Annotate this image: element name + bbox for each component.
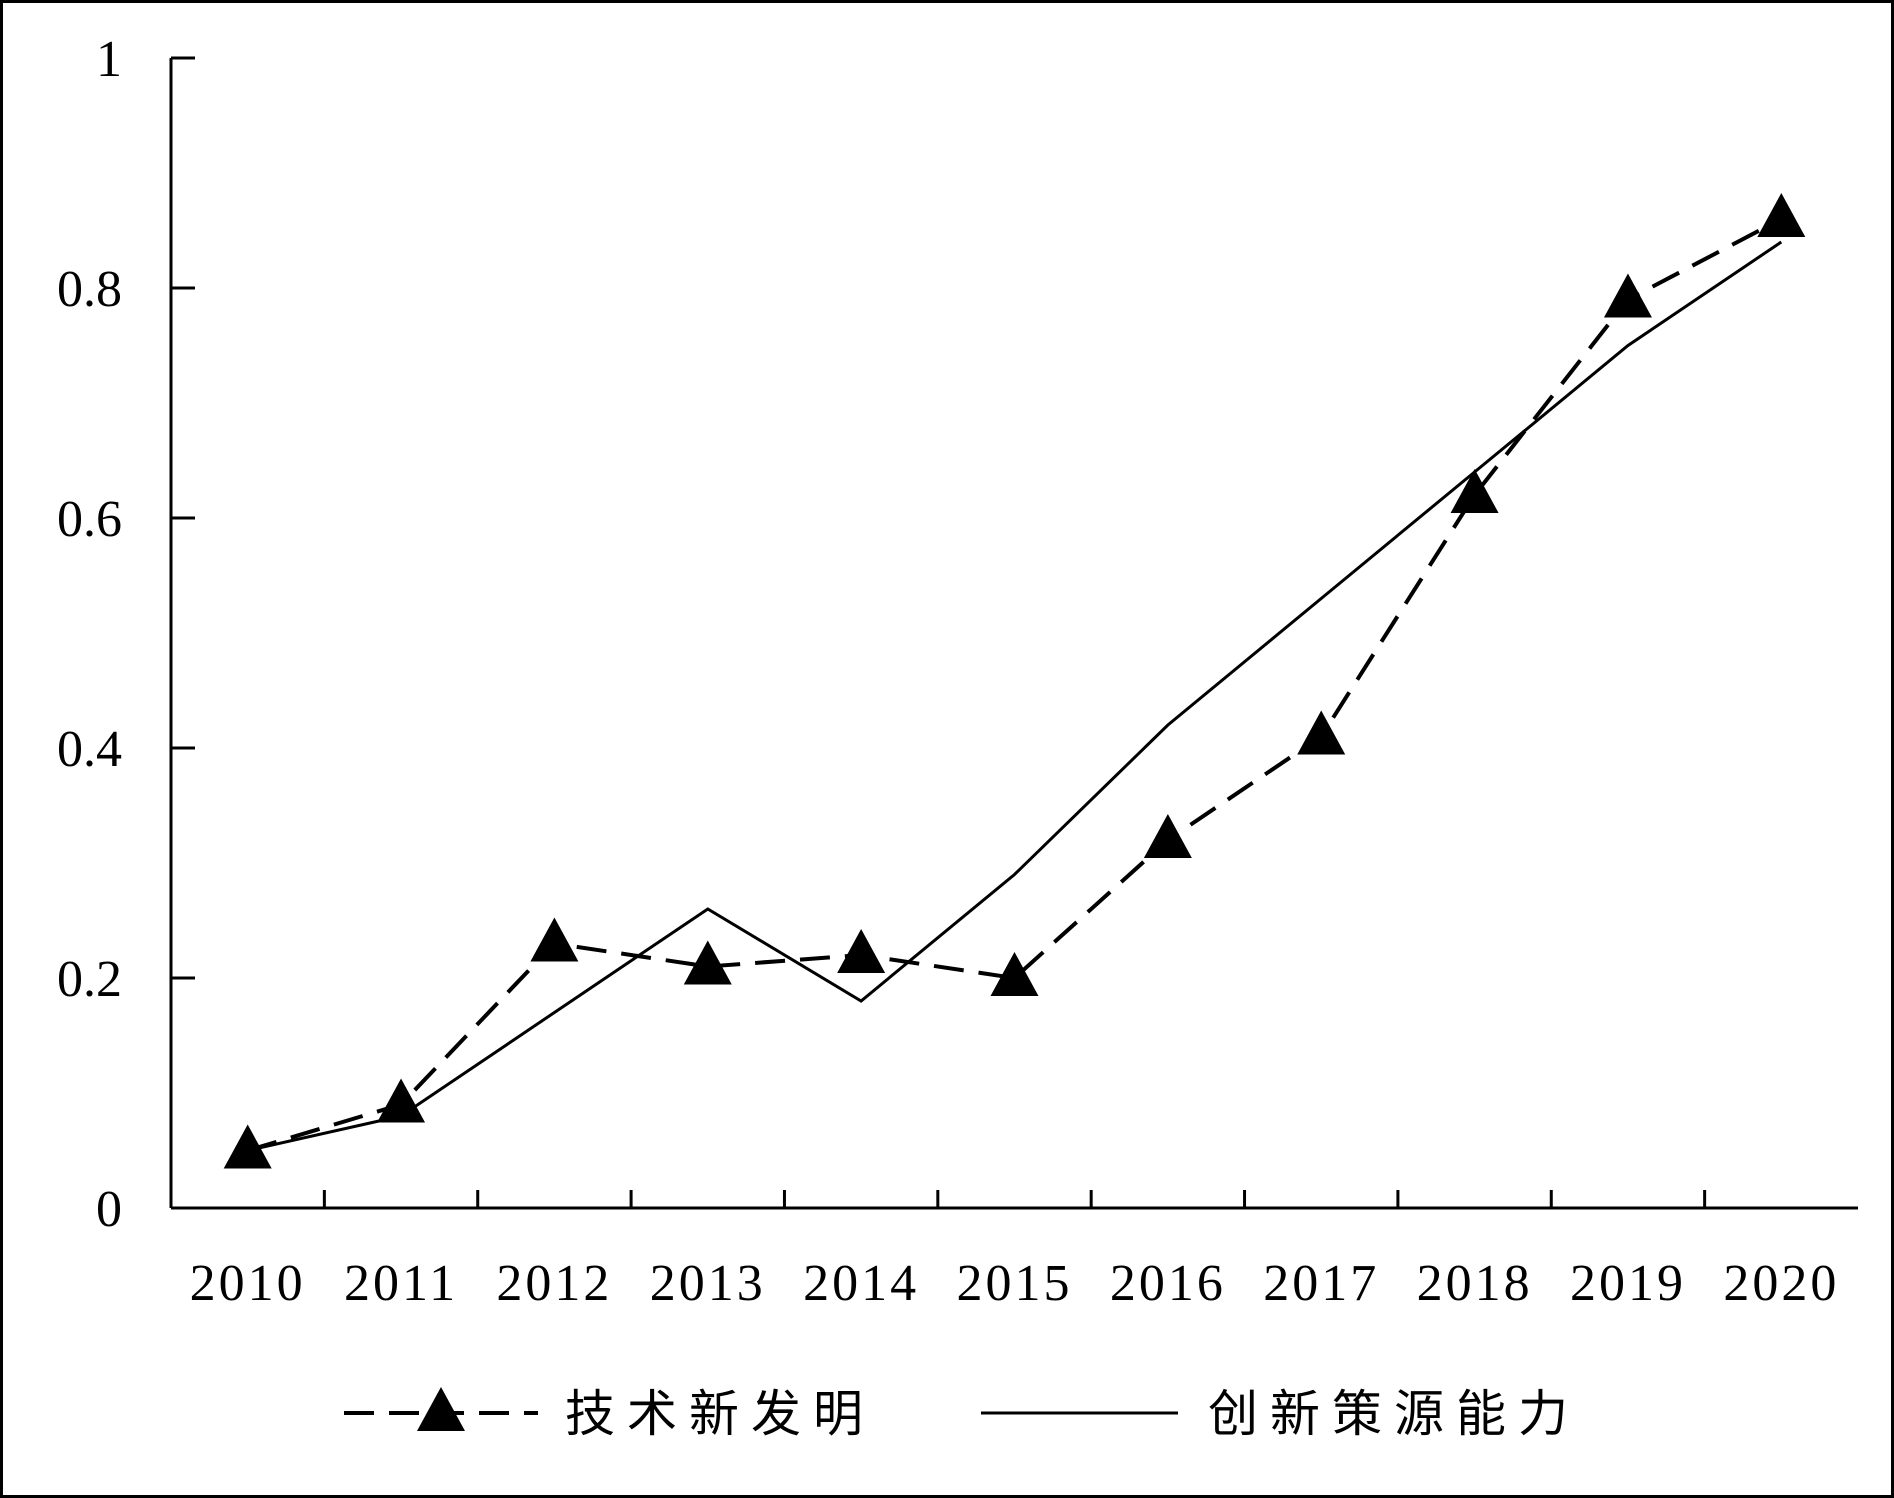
x-tick-label-2015: 2015 (957, 1255, 1073, 1312)
series-0-point-2020 (1757, 193, 1806, 237)
y-tick-label: 1 (96, 31, 122, 88)
legend-label-0: 技术新发明 (565, 1386, 875, 1442)
legend-item-0: 技术新发明 (344, 1386, 875, 1442)
series-1-line (247, 240, 1783, 1152)
y-tick-label: 0.6 (57, 491, 122, 548)
y-tick-label: 0.8 (57, 261, 122, 318)
axes (169, 58, 1858, 1210)
legend-label-1: 创新策源能力 (1208, 1386, 1580, 1442)
series-0-point-2014 (837, 929, 886, 973)
series-0-point-2015 (990, 952, 1039, 996)
x-tick-label-2016: 2016 (1110, 1255, 1226, 1312)
legend: 技术新发明 创新策源能力 (344, 1386, 1580, 1442)
series-0-point-2016 (1143, 814, 1192, 858)
series-0-point-2013 (683, 940, 732, 985)
marker-layer (223, 193, 1806, 1169)
x-tick-label-2017: 2017 (1263, 1255, 1379, 1312)
legend-item-1: 创新策源能力 (981, 1386, 1580, 1442)
x-tick-label-2019: 2019 (1570, 1255, 1686, 1312)
series-0-point-2010 (223, 1124, 272, 1169)
x-tick-label-2018: 2018 (1417, 1255, 1533, 1312)
x-tick-label-2011: 2011 (344, 1255, 458, 1312)
y-tick-label: 0 (96, 1181, 122, 1238)
x-tick-label-2020: 2020 (1723, 1255, 1839, 1312)
series-0-point-2018 (1450, 469, 1499, 513)
legend-triangle-marker (417, 1387, 465, 1431)
x-tick-label-2013: 2013 (650, 1255, 766, 1312)
series-layer (247, 217, 1783, 1153)
x-tick-label-2010: 2010 (190, 1255, 306, 1312)
y-tick-label: 0.4 (57, 721, 122, 778)
y-tick-label: 0.2 (57, 951, 122, 1008)
series-0-point-2017 (1297, 710, 1346, 755)
series-0-point-2011 (377, 1078, 426, 1123)
x-tick-label-2014: 2014 (803, 1255, 919, 1312)
series-0-point-2019 (1603, 273, 1652, 318)
series-0-point-2012 (530, 917, 579, 962)
axis-ticks (171, 56, 1707, 1210)
tick-labels: 0 0.2 0.4 0.6 0.8 1 2010 2011 2012 2013 2014 2015 20… (57, 31, 1839, 1312)
x-tick-label-2012: 2012 (496, 1255, 612, 1312)
